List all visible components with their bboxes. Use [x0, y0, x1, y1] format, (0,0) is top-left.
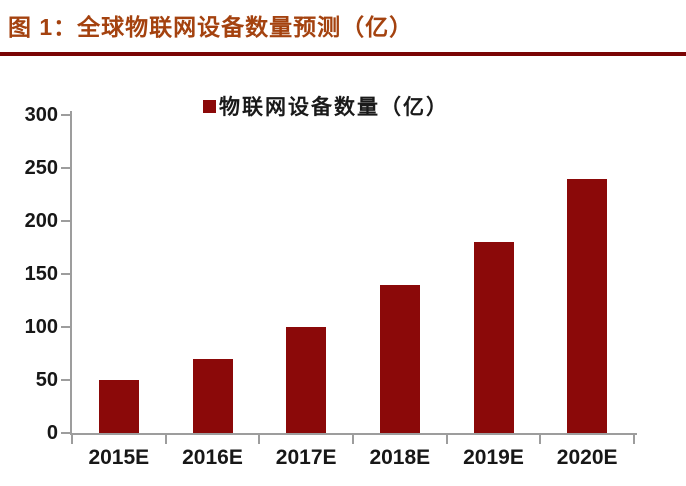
x-axis-line	[72, 433, 637, 435]
x-axis-label: 2015E	[88, 446, 150, 469]
x-axis-tick	[633, 435, 635, 444]
figure-title: 图 1：全球物联网设备数量预测（亿）	[8, 14, 414, 40]
bar-2015E	[98, 380, 139, 433]
x-axis-label: 2016E	[182, 446, 243, 469]
legend-swatch-icon	[203, 99, 216, 113]
y-axis-tick	[61, 220, 70, 222]
x-axis-tick	[445, 435, 448, 444]
y-axis-tick	[61, 167, 70, 169]
y-axis-tick	[61, 379, 70, 381]
y-axis-tick	[61, 432, 70, 434]
x-axis-tick	[71, 435, 73, 444]
x-axis-tick	[352, 435, 354, 444]
x-axis-tick	[539, 435, 542, 444]
title-divider	[0, 52, 686, 56]
x-axis-label: 2019E	[463, 446, 524, 469]
chart-legend: 物联网设备数量（亿）	[203, 91, 449, 121]
y-axis-label: 200	[24, 210, 58, 232]
y-axis-label: 300	[24, 104, 58, 126]
y-axis-tick	[61, 114, 70, 116]
x-axis-label: 2018E	[369, 446, 431, 469]
x-axis-tick	[258, 435, 261, 444]
bar-2019E	[473, 242, 514, 433]
y-axis-line	[70, 111, 72, 435]
x-axis-label: 2017E	[275, 446, 337, 469]
bar-2020E	[567, 178, 608, 433]
bar-2016E	[192, 358, 233, 433]
legend-label: 物联网设备数量（亿）	[219, 96, 449, 119]
bar-2018E	[379, 284, 420, 433]
y-axis-tick	[61, 326, 70, 328]
y-axis-label: 150	[24, 263, 58, 285]
x-axis-label: 2020E	[556, 446, 618, 469]
y-axis-label: 50	[35, 369, 58, 391]
y-axis-tick	[61, 273, 70, 275]
x-axis-tick	[164, 435, 167, 444]
y-axis-label: 100	[24, 316, 58, 338]
bar-2017E	[286, 327, 327, 433]
y-axis-label: 250	[24, 157, 58, 179]
bar-chart: 物联网设备数量（亿） 0 50 100 150 200 250 300 2015E 2016E 2…	[0, 80, 686, 486]
y-axis-label: 0	[46, 422, 58, 444]
